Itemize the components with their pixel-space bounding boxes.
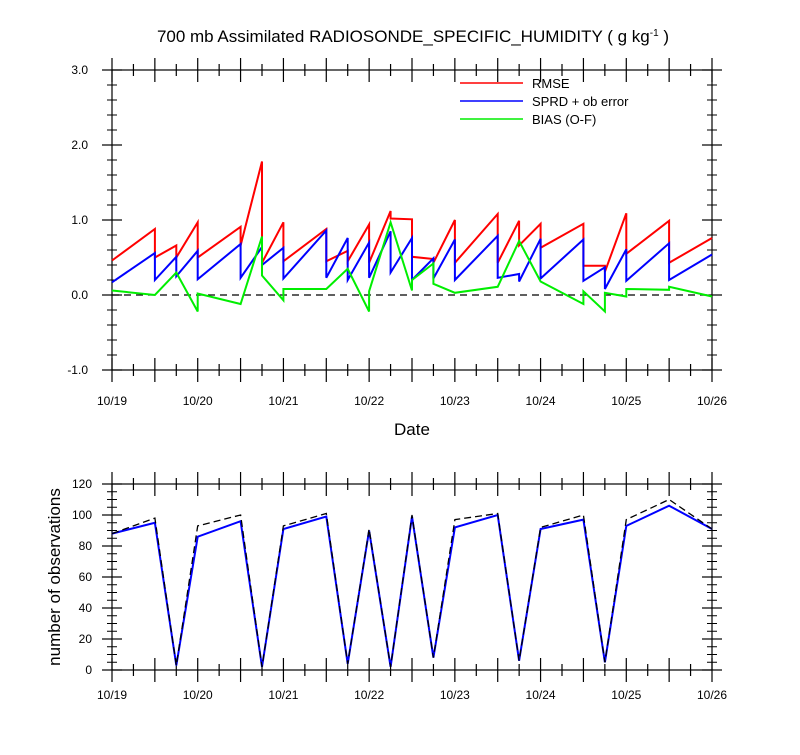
bot-y-tick-label: 0 — [85, 663, 92, 677]
bot-x-tick-label: 10/22 — [354, 688, 384, 702]
title-exponent: -1 — [650, 28, 659, 39]
top-y-tick-label: 2.0 — [71, 138, 88, 152]
chart-title: 700 mb Assimilated RADIOSONDE_SPECIFIC_H… — [157, 27, 669, 46]
legend-sprd-label: SPRD + ob error — [532, 94, 629, 109]
top-x-tick-label: 10/25 — [611, 394, 641, 408]
top-y-tick-label: 0.0 — [71, 288, 88, 302]
top-y-tick-label: 1.0 — [71, 213, 88, 227]
bot-x-tick-label: 10/26 — [697, 688, 727, 702]
bot-y-tick-label: 20 — [79, 632, 93, 646]
bot-x-tick-label: 10/20 — [183, 688, 213, 702]
top-x-tick-label: 10/21 — [268, 394, 298, 408]
top-x-tick-label: 10/23 — [440, 394, 470, 408]
bottom-panel: 10/19 10/20 10/21 10/22 10/23 10/24 10/25 10/26… — [45, 472, 727, 702]
top-x-tick-label: 10/22 — [354, 394, 384, 408]
top-series-bias-o-f — [111, 218, 713, 314]
legend-bias-label: BIAS (O-F) — [532, 112, 596, 127]
top-y-tick-label: 3.0 — [71, 63, 88, 77]
bot-y-tick-label: 100 — [72, 508, 92, 522]
top-x-tick-label: 10/20 — [183, 394, 213, 408]
top-series-rmse — [111, 161, 713, 273]
bot-x-tick-label: 10/23 — [440, 688, 470, 702]
top-x-tick-label: 10/24 — [526, 394, 556, 408]
legend-rmse-label: RMSE — [532, 76, 570, 91]
title-suffix: ) — [659, 27, 669, 46]
bot-x-tick-label: 10/25 — [611, 688, 641, 702]
bot-y-tick-label: 40 — [79, 601, 93, 615]
bot-y-tick-label: 60 — [79, 570, 93, 584]
y-axis-label-observations: number of observations — [45, 488, 64, 666]
bot-x-tick-label: 10/24 — [526, 688, 556, 702]
x-axis-label: Date — [394, 420, 430, 439]
bot-series-assimilated-observations — [111, 504, 713, 668]
legend: RMSE SPRD + ob error BIAS (O-F) — [460, 76, 629, 127]
top-x-tick-label: 10/26 — [697, 394, 727, 408]
bot-series-total-observations — [111, 498, 713, 668]
top-x-tick-label: 10/19 — [97, 394, 127, 408]
top-panel: 10/19 10/20 10/21 10/22 10/23 10/24 10/25 10/26… — [67, 58, 727, 439]
top-y-tick-label: -1.0 — [67, 363, 88, 377]
bottom-plot-frame — [111, 483, 713, 671]
bot-y-tick-label: 120 — [72, 477, 92, 491]
bot-x-tick-label: 10/21 — [268, 688, 298, 702]
bot-x-tick-label: 10/19 — [97, 688, 127, 702]
bot-y-tick-label: 80 — [79, 539, 93, 553]
